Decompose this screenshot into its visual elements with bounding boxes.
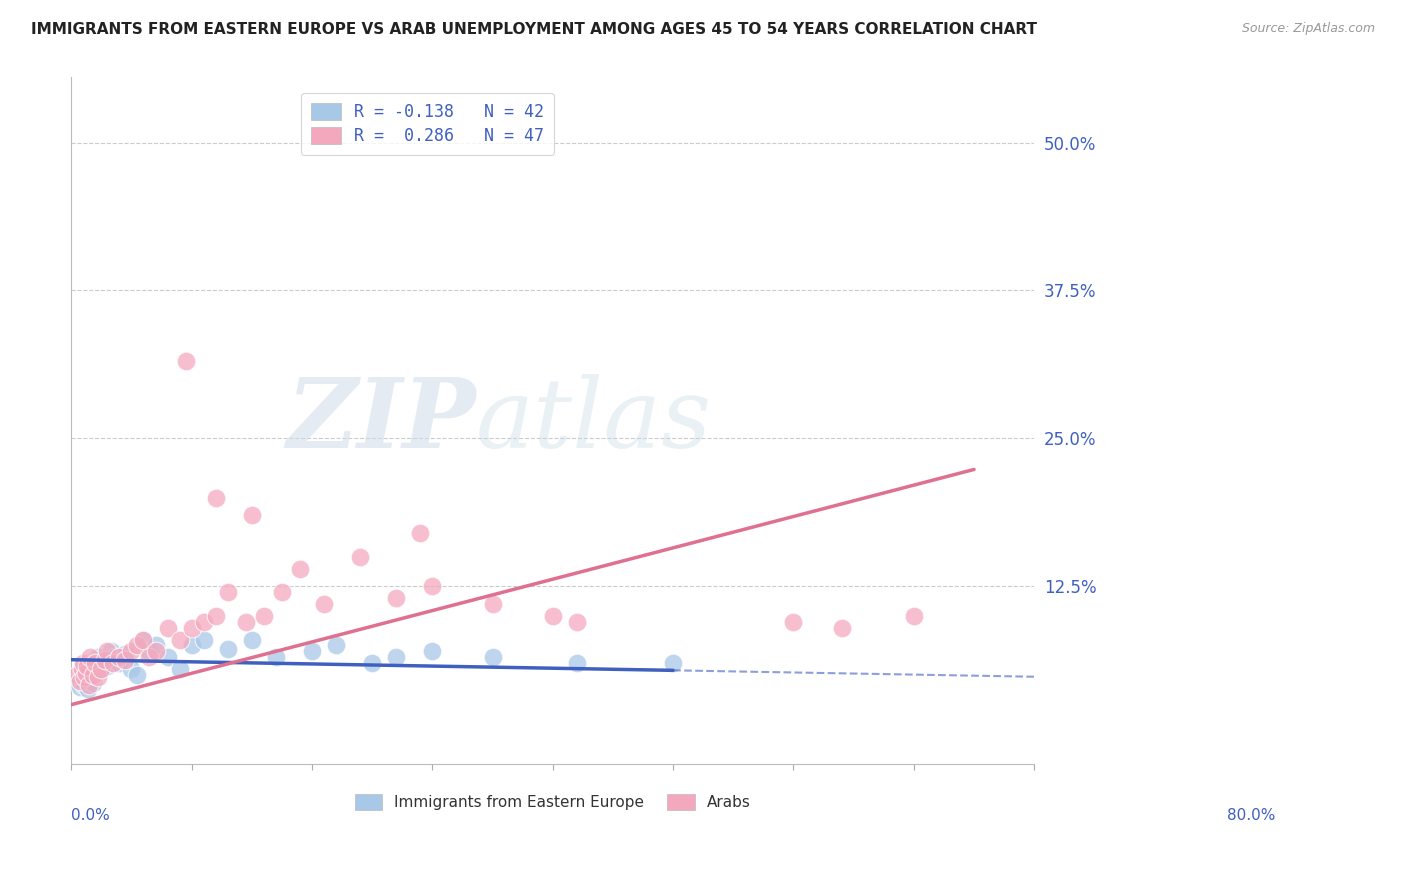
Text: atlas: atlas — [475, 374, 711, 467]
Point — [132, 632, 155, 647]
Point — [481, 597, 503, 611]
Point — [93, 657, 115, 671]
Point — [83, 668, 105, 682]
Point — [82, 668, 104, 682]
Point — [127, 639, 149, 653]
Point — [145, 639, 167, 653]
Point — [565, 615, 588, 629]
Point — [79, 677, 101, 691]
Point — [66, 668, 89, 682]
Point — [422, 644, 444, 658]
Point — [301, 644, 323, 658]
Point — [288, 561, 311, 575]
Point — [831, 621, 853, 635]
Point — [96, 644, 118, 658]
Point — [204, 491, 226, 505]
Point — [114, 653, 136, 667]
Point — [180, 639, 202, 653]
Point — [361, 657, 384, 671]
Point — [422, 579, 444, 593]
Point — [72, 657, 94, 671]
Point — [481, 650, 503, 665]
Point — [90, 662, 112, 676]
Text: IMMIGRANTS FROM EASTERN EUROPE VS ARAB UNEMPLOYMENT AMONG AGES 45 TO 54 YEARS CO: IMMIGRANTS FROM EASTERN EUROPE VS ARAB U… — [31, 22, 1038, 37]
Point — [69, 680, 91, 694]
Point — [96, 658, 118, 673]
Point — [662, 657, 685, 671]
Point — [325, 639, 347, 653]
Point — [94, 653, 117, 667]
Text: 0.0%: 0.0% — [72, 808, 110, 823]
Point — [235, 615, 257, 629]
Point — [79, 657, 101, 671]
Point — [120, 662, 142, 676]
Point — [217, 585, 239, 599]
Point — [138, 650, 160, 665]
Point — [82, 676, 104, 690]
Point — [127, 668, 149, 682]
Point — [193, 615, 215, 629]
Legend: Immigrants from Eastern Europe, Arabs: Immigrants from Eastern Europe, Arabs — [347, 787, 758, 818]
Point — [87, 670, 110, 684]
Point — [270, 585, 292, 599]
Point — [385, 591, 408, 606]
Point — [114, 647, 136, 661]
Point — [156, 650, 179, 665]
Point — [79, 650, 101, 665]
Point — [66, 673, 89, 688]
Point — [385, 650, 408, 665]
Point — [169, 632, 191, 647]
Point — [87, 650, 110, 665]
Point — [75, 670, 97, 684]
Point — [193, 632, 215, 647]
Text: Source: ZipAtlas.com: Source: ZipAtlas.com — [1241, 22, 1375, 36]
Point — [76, 665, 98, 680]
Point — [349, 549, 371, 564]
Point — [84, 658, 107, 673]
Point — [253, 608, 276, 623]
Point — [90, 662, 112, 676]
Point — [75, 665, 97, 680]
Point — [69, 673, 91, 688]
Point — [409, 526, 432, 541]
Point — [70, 662, 93, 676]
Point — [108, 650, 131, 665]
Point — [84, 657, 107, 671]
Point — [73, 670, 96, 684]
Point — [156, 621, 179, 635]
Text: 80.0%: 80.0% — [1226, 808, 1275, 823]
Point — [217, 642, 239, 657]
Point — [103, 657, 125, 671]
Point — [264, 650, 287, 665]
Text: ZIP: ZIP — [285, 374, 475, 467]
Point — [108, 657, 131, 671]
Point — [120, 644, 142, 658]
Point — [312, 597, 335, 611]
Point — [100, 644, 122, 658]
Point — [132, 632, 155, 647]
Point — [77, 682, 100, 697]
Point — [565, 657, 588, 671]
Point — [180, 621, 202, 635]
Point — [145, 644, 167, 658]
Point — [70, 668, 93, 682]
Point — [138, 644, 160, 658]
Point — [782, 615, 804, 629]
Point — [76, 658, 98, 673]
Point — [80, 662, 103, 676]
Point — [541, 608, 564, 623]
Point — [204, 608, 226, 623]
Point — [240, 508, 263, 523]
Point — [169, 662, 191, 676]
Point — [72, 662, 94, 676]
Point — [174, 354, 197, 368]
Point — [79, 673, 101, 688]
Point — [103, 650, 125, 665]
Point — [903, 608, 925, 623]
Point — [240, 632, 263, 647]
Point — [73, 677, 96, 691]
